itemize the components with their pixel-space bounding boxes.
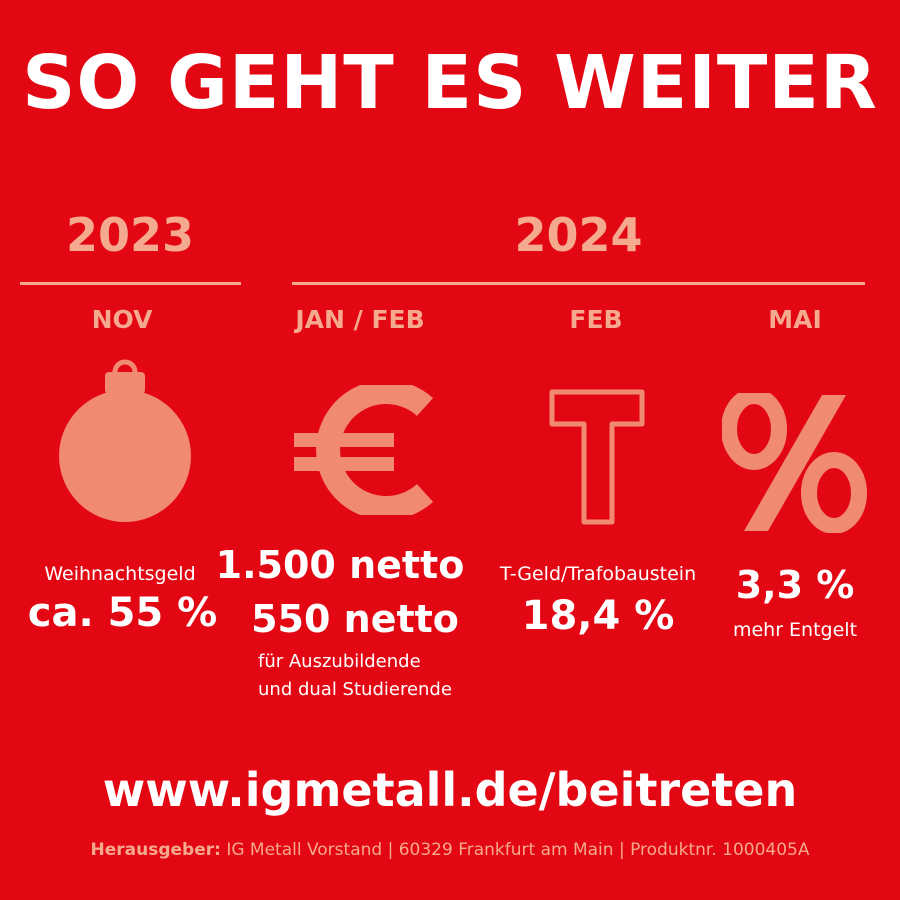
publisher-footer: Herausgeber: IG Metall Vorstand | 60329 … (0, 840, 900, 860)
month-jan-feb: JAN / FEB (295, 305, 425, 334)
netto-550-value: 550 netto (251, 597, 459, 641)
publisher-label: Herausgeber: (90, 840, 221, 860)
euro-icon (290, 385, 440, 515)
page-title: SO GEHT ES WEITER (22, 40, 878, 126)
month-mai: MAI (768, 305, 822, 334)
christmas-ornament-icon (55, 352, 195, 522)
tgeld-value: 18,4 % (521, 593, 675, 639)
year-2023-divider (20, 282, 241, 285)
netto-1500-value: 1.500 netto (215, 543, 465, 587)
entgelt-label: mehr Entgelt (732, 619, 858, 641)
weihnachtsgeld-value: ca. 55 % (27, 590, 218, 636)
tgeld-label: T-Geld/Trafobaustein (499, 563, 697, 585)
join-url-link[interactable]: www.igmetall.de/beitreten (102, 763, 798, 817)
weihnachtsgeld-label: Weihnachtsgeld (44, 563, 196, 585)
year-2024-heading: 2024 (514, 208, 643, 262)
percent-icon (722, 393, 872, 533)
year-2023-heading: 2023 (65, 208, 195, 262)
year-2024-divider (292, 282, 865, 285)
azubi-note-line2: und dual Studierende (258, 679, 452, 700)
entgelt-value: 3,3 % (735, 563, 855, 607)
month-feb: FEB (569, 305, 623, 334)
month-nov: NOV (91, 305, 153, 334)
azubi-note-line1: für Auszubildende (258, 651, 421, 672)
letter-t-icon (548, 388, 648, 528)
azubi-note: für Auszubildende und dual Studierende (258, 648, 452, 704)
publisher-text: IG Metall Vorstand | 60329 Frankfurt am … (220, 840, 810, 860)
